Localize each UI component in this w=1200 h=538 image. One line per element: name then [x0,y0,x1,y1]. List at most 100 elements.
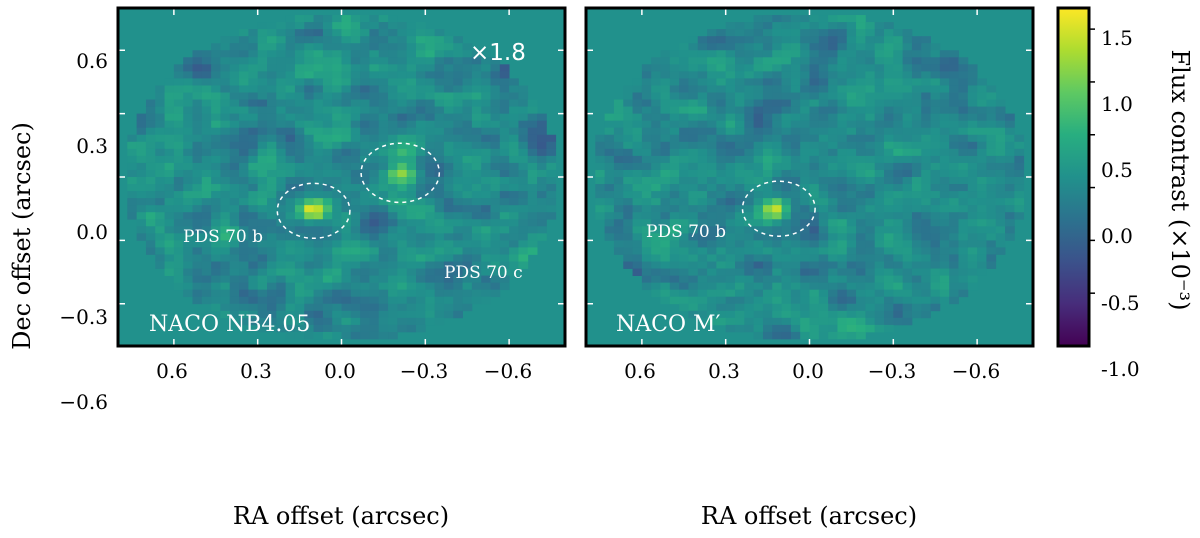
heatmap-cell [697,134,708,143]
heatmap-cell [276,57,287,65]
heatmap-cell [977,247,987,255]
heatmap-cell [949,162,959,171]
heatmap-cell [145,169,156,178]
heatmap-cell [986,127,997,136]
heatmap-cell [818,191,829,199]
heatmap-cell [921,155,931,164]
heatmap-cell [257,169,268,178]
heatmap-cell [257,57,268,65]
heatmap-cell [183,57,193,65]
heatmap-cell [211,198,221,206]
heatmap-cell [651,268,661,276]
heatmap-cell [632,106,643,115]
heatmap-cell [604,177,615,185]
heatmap-cell [257,282,268,291]
heatmap-pixels [127,15,557,340]
heatmap-cell [145,240,156,248]
heatmap-cell [434,120,445,129]
heatmap-cell [416,177,426,185]
heatmap-cell [229,127,240,136]
heatmap-cell [397,296,408,305]
heatmap-cell [818,275,829,284]
heatmap-cell [192,120,203,129]
heatmap-cell [660,113,671,122]
heatmap-cell [294,162,305,171]
heatmap-cell [781,29,792,37]
heatmap-cell [462,247,473,255]
heatmap-cell [229,212,240,220]
heatmap-cell [406,268,417,276]
heatmap-cell [744,219,755,227]
heatmap-cell [164,184,175,192]
heatmap-cell [443,99,454,107]
heatmap-cell [416,191,426,199]
heatmap-cell [623,92,633,100]
heatmap-cell [388,120,398,129]
heatmap-cell [453,71,463,79]
heatmap-cell [416,261,426,269]
heatmap-cell [846,254,857,262]
heatmap-cell [201,64,212,72]
heatmap-cell [211,261,221,269]
heatmap-cell [856,317,866,326]
heatmap-cell [707,177,717,185]
heatmap-cell [669,205,680,213]
heatmap-cell [294,22,305,30]
heatmap-cell [257,155,268,164]
heatmap-cell [369,233,380,241]
heatmap-cell [949,261,959,269]
heatmap-cell [744,212,755,220]
heatmap-cell [669,106,680,115]
heatmap-cell [239,247,249,255]
heatmap-cell [173,64,184,72]
heatmap-cell [949,296,959,305]
heatmap-cell [285,148,296,157]
heatmap-cell [604,169,615,178]
heatmap-cell [546,155,557,164]
heatmap-cell [434,184,445,192]
heatmap-cell [725,113,736,122]
heatmap-cell [527,198,538,206]
heatmap-cell [183,240,193,248]
heatmap-cell [865,212,876,220]
heatmap-cell [220,289,231,298]
heatmap-cell [332,310,342,319]
heatmap-cell [911,198,922,206]
heatmap-cell [397,71,408,79]
heatmap-cell [378,233,389,241]
heatmap-cell [781,317,792,326]
heatmap-cell [527,155,538,164]
heatmap-cell [276,275,287,284]
heatmap-cell [518,226,529,234]
heatmap-cell [725,205,736,213]
heatmap-cell [939,148,950,157]
heatmap-cell [679,64,689,72]
heatmap-cell [856,219,866,227]
heatmap-cell [220,247,231,255]
heatmap-cell [369,85,380,93]
heatmap-cell [267,169,277,178]
heatmap-cell [921,162,931,171]
heatmap-cell [828,57,838,65]
heatmap-cell [481,247,491,255]
heatmap-cell [828,240,838,248]
heatmap-cell [462,233,473,241]
heatmap-cell [388,268,398,276]
heatmap-cell [322,233,333,241]
heatmap-cell [716,198,727,206]
heatmap-cell [443,191,454,199]
heatmap-cell [145,233,156,241]
heatmap-cell [481,127,491,136]
heatmap-cell [211,289,221,298]
heatmap-cell [660,261,671,269]
heatmap-cell [949,71,959,79]
heatmap-cell [753,198,764,206]
heatmap-cell [744,92,755,100]
heatmap-cell [856,148,866,157]
heatmap-cell [220,191,231,199]
heatmap-cell [688,310,699,319]
heatmap-cell [939,212,950,220]
heatmap-cell [595,212,606,220]
heatmap-cell [613,113,624,122]
heatmap-cell [322,296,333,305]
